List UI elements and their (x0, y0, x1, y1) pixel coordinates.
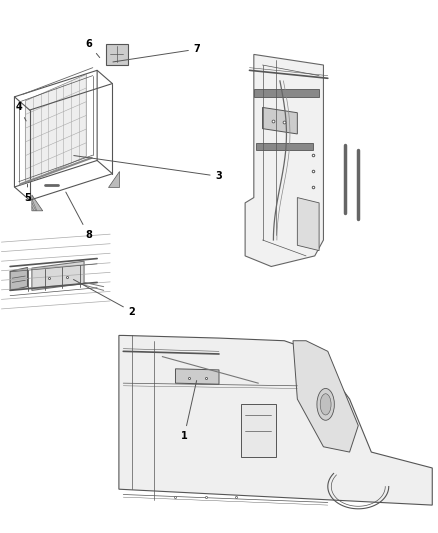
Polygon shape (119, 335, 432, 505)
Text: 2: 2 (74, 279, 135, 317)
Polygon shape (25, 74, 86, 183)
Polygon shape (32, 261, 84, 290)
Text: 3: 3 (74, 156, 223, 181)
Text: 4: 4 (15, 102, 26, 121)
FancyBboxPatch shape (254, 89, 319, 97)
Polygon shape (262, 108, 297, 134)
Ellipse shape (320, 394, 331, 415)
Polygon shape (245, 54, 323, 266)
Ellipse shape (317, 389, 334, 420)
Text: 1: 1 (181, 381, 197, 441)
FancyBboxPatch shape (106, 44, 127, 65)
Text: 8: 8 (66, 192, 92, 240)
Polygon shape (32, 195, 43, 211)
FancyBboxPatch shape (241, 405, 276, 457)
Text: 6: 6 (85, 39, 100, 58)
Polygon shape (293, 341, 358, 452)
Text: 7: 7 (113, 44, 201, 62)
Polygon shape (297, 198, 319, 251)
FancyBboxPatch shape (256, 143, 313, 150)
Polygon shape (176, 369, 219, 384)
Text: 5: 5 (24, 184, 31, 203)
Polygon shape (10, 268, 28, 290)
Polygon shape (108, 171, 119, 187)
